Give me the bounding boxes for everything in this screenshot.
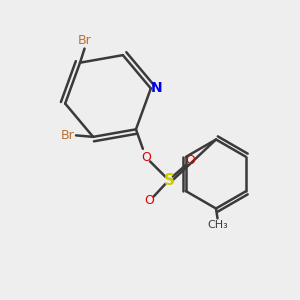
Text: O: O [142, 151, 152, 164]
Text: CH₃: CH₃ [207, 220, 228, 230]
Text: Br: Br [78, 34, 92, 47]
Text: O: O [145, 194, 154, 207]
Text: S: S [164, 173, 175, 188]
Text: O: O [185, 154, 195, 167]
Text: Br: Br [61, 129, 74, 142]
Text: N: N [150, 81, 162, 95]
